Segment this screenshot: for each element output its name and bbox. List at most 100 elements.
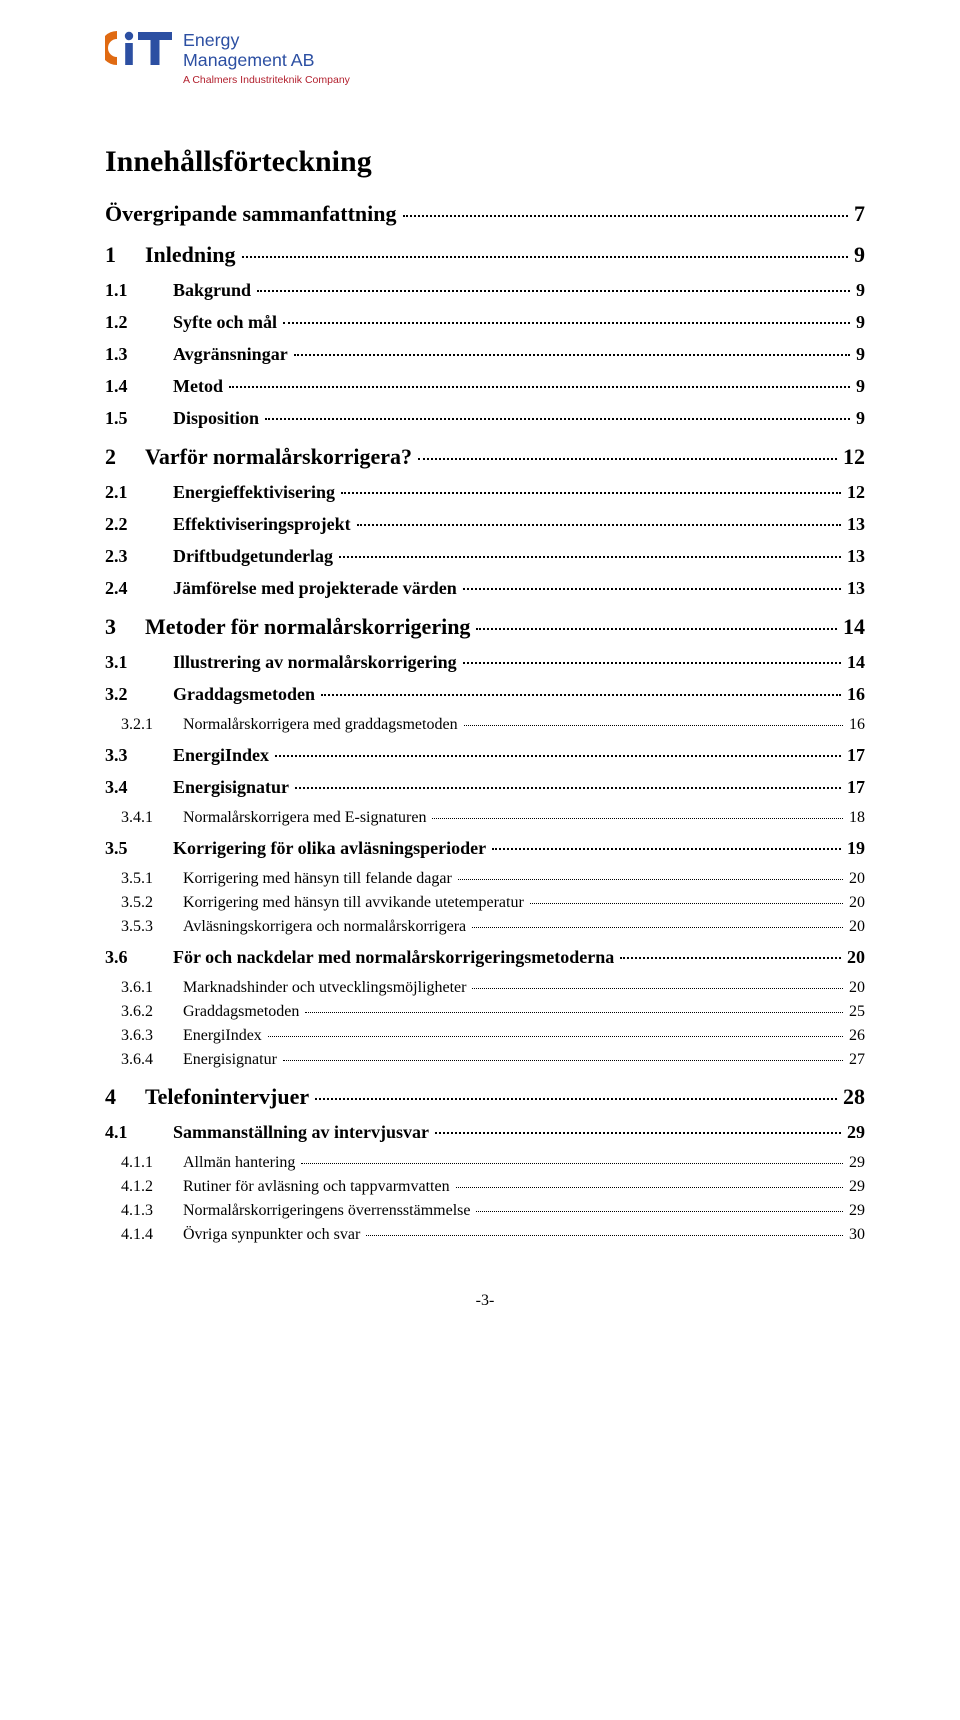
toc-number: 1.1 [105, 280, 173, 301]
toc-leader-dots [432, 818, 843, 819]
toc-page: 9 [853, 312, 865, 333]
toc-leader-dots [341, 492, 841, 494]
toc-number: 1.5 [105, 408, 173, 429]
toc-leader-dots [275, 755, 841, 757]
toc-entry: 3.5.3Avläsningskorrigera och normalårsko… [105, 918, 865, 936]
toc-label: EnergiIndex [173, 745, 272, 766]
toc-number: 3.5.2 [105, 894, 183, 912]
toc-leader-dots [476, 628, 837, 630]
toc-label: Graddagsmetoden [183, 1003, 302, 1021]
toc-leader-dots [476, 1211, 843, 1212]
page-number: -3- [105, 1292, 865, 1310]
toc-leader-dots [403, 215, 849, 217]
logo-line3: A Chalmers Industriteknik Company [183, 75, 350, 87]
toc-number: 3.6 [105, 947, 173, 968]
toc-label: Inledning [145, 242, 239, 268]
toc-entry: 3.5Korrigering för olika avläsningsperio… [105, 838, 865, 859]
toc-number: 2.1 [105, 482, 173, 503]
toc-page: 9 [851, 242, 865, 268]
toc-number: 1.2 [105, 312, 173, 333]
toc-label: Övriga synpunkter och svar [183, 1226, 363, 1244]
toc-entry: 1.1Bakgrund 9 [105, 280, 865, 301]
toc-entry: 1.4Metod9 [105, 376, 865, 397]
toc-entry: Övergripande sammanfattning7 [105, 201, 865, 227]
toc-leader-dots [229, 386, 850, 388]
toc-number: 3.5 [105, 838, 173, 859]
toc-page: 20 [846, 870, 865, 888]
toc-entry: 3.1Illustrering av normalårskorrigering1… [105, 652, 865, 673]
toc-leader-dots [257, 290, 850, 292]
toc-entry: 1.2Syfte och mål9 [105, 312, 865, 333]
toc-leader-dots [268, 1036, 843, 1037]
toc-page: 16 [846, 716, 865, 734]
toc-number: 1.4 [105, 376, 173, 397]
toc-entry: 3.2Graddagsmetoden16 [105, 684, 865, 705]
toc-label: Varför normalårskorrigera? [145, 444, 415, 470]
toc-page: 14 [840, 614, 865, 640]
toc-entry: 4.1Sammanställning av intervjusvar29 [105, 1122, 865, 1143]
toc-leader-dots [456, 1187, 843, 1188]
toc-number: 2.3 [105, 546, 173, 567]
toc-page: 13 [844, 514, 865, 535]
toc-number: 4.1.1 [105, 1154, 183, 1172]
toc-entry: 3.4.1Normalårskorrigera med E-signaturen… [105, 809, 865, 827]
toc-entry: 2.4Jämförelse med projekterade värden13 [105, 578, 865, 599]
toc-page: 13 [844, 546, 865, 567]
toc-number: 2.4 [105, 578, 173, 599]
toc-leader-dots [530, 903, 843, 904]
toc-entry: 2.1Energieffektivisering12 [105, 482, 865, 503]
toc-page: 20 [846, 894, 865, 912]
toc-number: 3.3 [105, 745, 173, 766]
toc-entry: 2.3Driftbudgetunderlag13 [105, 546, 865, 567]
toc-page: 9 [853, 280, 865, 301]
toc-page: 30 [846, 1226, 865, 1244]
toc-leader-dots [315, 1098, 837, 1100]
toc-label: Allmän hantering [183, 1154, 298, 1172]
toc-leader-dots [366, 1235, 843, 1236]
toc-entry: 1Inledning9 [105, 242, 865, 268]
toc-leader-dots [295, 787, 841, 789]
toc-page: 20 [846, 979, 865, 997]
toc-label: Graddagsmetoden [173, 684, 318, 705]
toc-page: 17 [844, 777, 865, 798]
toc-leader-dots [357, 524, 841, 526]
logo-text: Energy Management AB A Chalmers Industri… [183, 30, 350, 87]
toc-page: 14 [844, 652, 865, 673]
toc-leader-dots [418, 458, 837, 460]
toc-page: 29 [846, 1154, 865, 1172]
toc-page: 29 [846, 1178, 865, 1196]
toc-leader-dots [458, 879, 843, 880]
toc-entry: 3.2.1Normalårskorrigera med graddagsmeto… [105, 716, 865, 734]
toc-label: Marknadshinder och utvecklingsmöjlighete… [183, 979, 469, 997]
toc-label: Normalårskorrigera med E-signaturen [183, 809, 429, 827]
toc-number: 3.5.1 [105, 870, 183, 888]
toc-number: 3 [105, 614, 145, 640]
toc-number: 3.4.1 [105, 809, 183, 827]
toc-label: Telefonintervjuer [145, 1084, 312, 1110]
toc-label: För och nackdelar med normalårskorrigeri… [173, 947, 617, 968]
toc-label: Illustrering av normalårskorrigering [173, 652, 460, 673]
toc-entry: 3Metoder för normalårskorrigering14 [105, 614, 865, 640]
toc-entry: 3.5.1Korrigering med hänsyn till felande… [105, 870, 865, 888]
toc-leader-dots [472, 927, 843, 928]
toc-entry: 3.3EnergiIndex 17 [105, 745, 865, 766]
toc-label: Bakgrund [173, 280, 254, 301]
toc-page: 13 [844, 578, 865, 599]
toc-page: 17 [844, 745, 865, 766]
toc-label: Övergripande sammanfattning [105, 201, 400, 227]
toc-label: Metod [173, 376, 226, 397]
logo-line1: Energy [183, 31, 350, 51]
toc-leader-dots [339, 556, 841, 558]
toc-page: 29 [846, 1202, 865, 1220]
toc-entry: 4.1.1Allmän hantering 29 [105, 1154, 865, 1172]
table-of-contents: Övergripande sammanfattning71Inledning91… [105, 201, 865, 1244]
toc-page: 28 [840, 1084, 865, 1110]
toc-entry: 4.1.3Normalårskorrigeringens överrensstä… [105, 1202, 865, 1220]
toc-leader-dots [435, 1132, 841, 1134]
toc-leader-dots [463, 588, 841, 590]
toc-entry: 3.6.2Graddagsmetoden25 [105, 1003, 865, 1021]
toc-page: 20 [844, 947, 865, 968]
toc-number: 3.2 [105, 684, 173, 705]
toc-label: Disposition [173, 408, 262, 429]
toc-entry: 3.4Energisignatur17 [105, 777, 865, 798]
